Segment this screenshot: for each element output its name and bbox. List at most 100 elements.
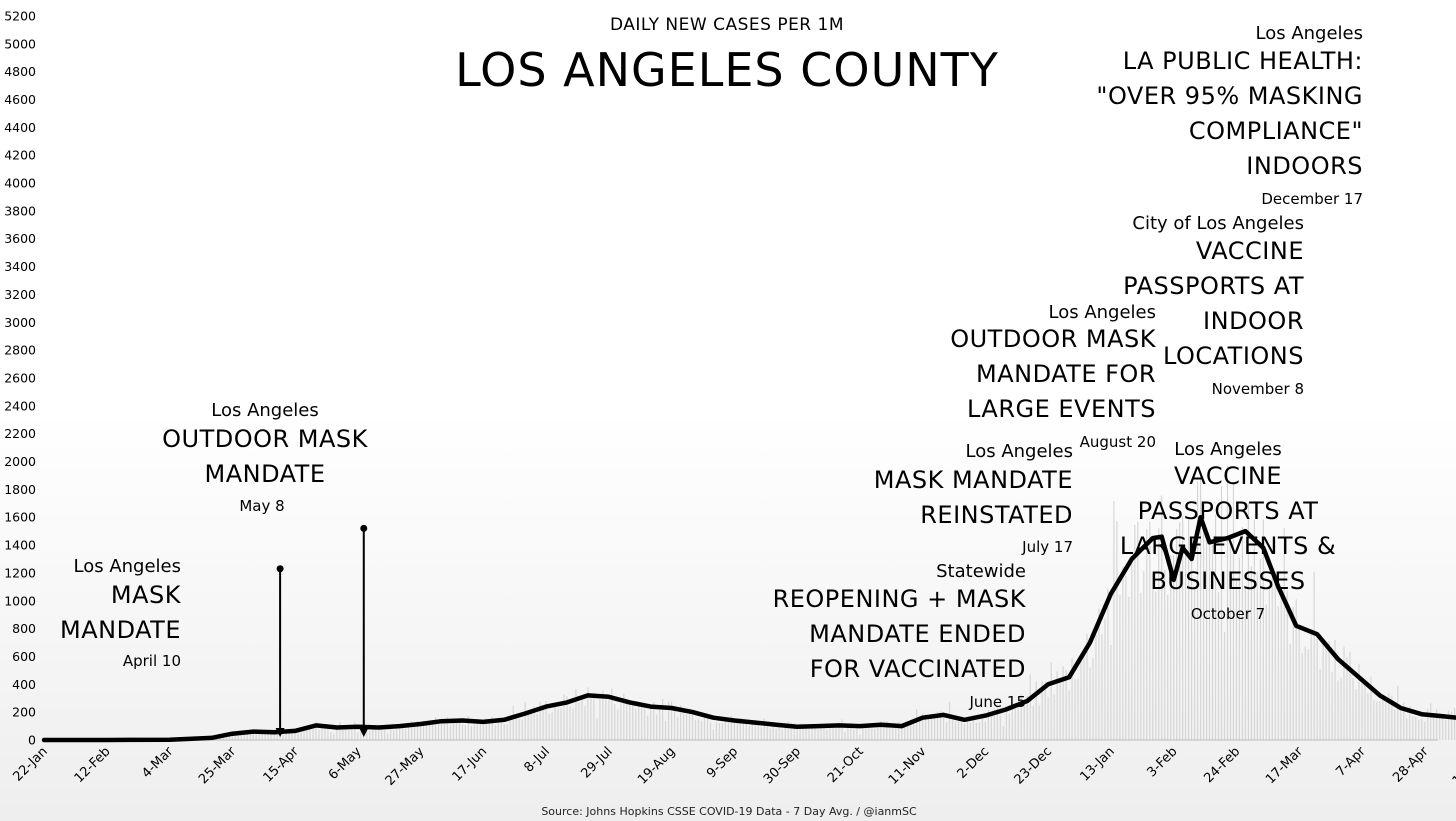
y-tick-label: 200 (12, 705, 36, 720)
y-tick-label: 2200 (4, 426, 36, 441)
annotation-text: PASSPORTS AT (1138, 497, 1319, 525)
annotation-date: April 10 (123, 652, 181, 670)
annotation-dot (360, 524, 368, 532)
series-line (41, 514, 1456, 743)
annotation-text: LARGE EVENTS (967, 395, 1156, 423)
annotation-text: "OVER 95% MASKING (1096, 82, 1363, 110)
x-tick-label: 12-Feb (72, 744, 114, 786)
x-tick-label: 21-Oct (825, 744, 867, 786)
x-tick-label: 22-Jan (11, 744, 51, 784)
y-tick-label: 600 (12, 649, 36, 664)
y-tick-label: 4200 (4, 148, 36, 163)
annotation: Los Angeles MASK MANDATE April 10 (60, 556, 285, 737)
chart-title: LOS ANGELES COUNTY (455, 43, 999, 97)
annotation-source: Los Angeles (1256, 23, 1364, 44)
annotation-date: October 7 (1191, 605, 1265, 623)
annotation-source: Los Angeles (211, 400, 319, 421)
y-tick-label: 400 (12, 677, 36, 692)
annotation-text: REOPENING + MASK (773, 585, 1027, 613)
line-series (41, 514, 1456, 743)
annotation-text: MANDATE (204, 460, 325, 488)
annotation-source: Statewide (936, 561, 1026, 582)
annotation-arrowhead (275, 728, 285, 737)
annotation-text: MANDATE (60, 616, 181, 644)
x-tick-label: 27-May (383, 744, 428, 789)
annotation-text: BUSINESSES (1150, 567, 1305, 595)
y-tick-label: 2000 (4, 454, 36, 469)
annotation-text: REINSTATED (920, 501, 1073, 529)
y-tick-label: 3000 (4, 315, 36, 330)
annotation-date: December 17 (1261, 190, 1363, 208)
annotation-text: VACCINE (1196, 237, 1304, 265)
y-tick-label: 2600 (4, 370, 36, 385)
x-tick-label: 25-Mar (196, 744, 239, 787)
annotation-text: MANDATE ENDED (809, 620, 1026, 648)
annotation-source: City of Los Angeles (1132, 213, 1304, 234)
annotation-text: PASSPORTS AT (1123, 272, 1304, 300)
x-tick-label: 11-Nov (886, 744, 930, 788)
y-tick-label: 3200 (4, 287, 36, 302)
x-tick-label: 9-Sep (704, 744, 741, 781)
x-tick-label: 30-Sep (761, 744, 804, 787)
annotation-date: November 8 (1212, 380, 1304, 398)
x-tick-label: 17-Jun (450, 744, 491, 785)
x-tick-label: 19-Aug (635, 744, 678, 787)
y-tick-label: 4800 (4, 64, 36, 79)
x-tick-label: 6-May (326, 744, 365, 783)
annotation-source: Los Angeles (1049, 302, 1157, 323)
x-tick-label: 8-Jul (522, 744, 553, 775)
annotation-dot (276, 565, 284, 573)
annotation-source: Los Angeles (1174, 439, 1282, 460)
annotation-text: VACCINE (1174, 462, 1282, 490)
y-tick-label: 1400 (4, 538, 36, 553)
annotation-source: Los Angeles (966, 441, 1074, 462)
y-tick-label: 3400 (4, 259, 36, 274)
annotation: City of Los Angeles VACCINE PASSPORTS AT IN… (1123, 213, 1304, 398)
x-tick-label: 15-Apr (261, 744, 303, 786)
annotation: Los Angeles LA PUBLIC HEALTH: "OVER 95% MA… (1096, 23, 1364, 208)
annotation-text: INDOORS (1246, 152, 1363, 180)
annotation-text: OUTDOOR MASK (950, 325, 1157, 353)
y-tick-label: 0 (28, 733, 36, 748)
annotation-date: May 8 (239, 497, 284, 515)
annotation: Statewide REOPENING + MASK MANDATE ENDED FO… (773, 561, 1027, 711)
y-tick-label: 800 (12, 621, 36, 636)
annotation: Los Angeles MASK MANDATE REINSTATED July 17 (874, 441, 1074, 556)
annotation-text: COMPLIANCE" (1189, 117, 1363, 145)
annotation-text: LOCATIONS (1163, 342, 1304, 370)
y-tick-label: 1600 (4, 510, 36, 525)
y-tick-label: 2400 (4, 398, 36, 413)
annotation-date: July 17 (1021, 538, 1073, 556)
x-tick-label: 7-Apr (1333, 744, 1369, 780)
y-tick-label: 4000 (4, 176, 36, 191)
annotation-text: INDOOR (1203, 307, 1304, 335)
y-tick-label: 4400 (4, 120, 36, 135)
y-tick-label: 3800 (4, 203, 36, 218)
y-tick-label: 1000 (4, 593, 36, 608)
annotation-text: OUTDOOR MASK (162, 425, 369, 453)
annotation-date: August 20 (1080, 433, 1156, 451)
annotation-text: MANDATE FOR (976, 360, 1156, 388)
x-tick-label: 4-Mar (139, 744, 177, 782)
annotation: Los Angeles OUTDOOR MASK MANDATE May 8 (162, 400, 369, 737)
y-tick-label: 2800 (4, 343, 36, 358)
x-tick-label: 13-Jan (1077, 744, 1117, 784)
x-tick-label: 29-Jul (578, 744, 615, 781)
x-tick-label: 3-Feb (1144, 744, 1180, 780)
x-tick-label: 19-May (1450, 744, 1456, 789)
annotation-source: Los Angeles (74, 556, 182, 577)
y-tick-label: 1200 (4, 565, 36, 580)
annotation-date: June 15 (968, 693, 1026, 711)
y-tick-label: 3600 (4, 231, 36, 246)
x-tick-label: 24-Feb (1201, 744, 1243, 786)
annotation-text: LA PUBLIC HEALTH: (1123, 47, 1363, 75)
annotation-text: MASK MANDATE (874, 466, 1073, 494)
chart-subtitle: DAILY NEW CASES PER 1M (610, 15, 844, 35)
annotation-arrowhead (359, 728, 369, 737)
y-tick-label: 1800 (4, 482, 36, 497)
y-tick-label: 5000 (4, 36, 36, 51)
x-tick-label: 28-Apr (1390, 744, 1432, 786)
